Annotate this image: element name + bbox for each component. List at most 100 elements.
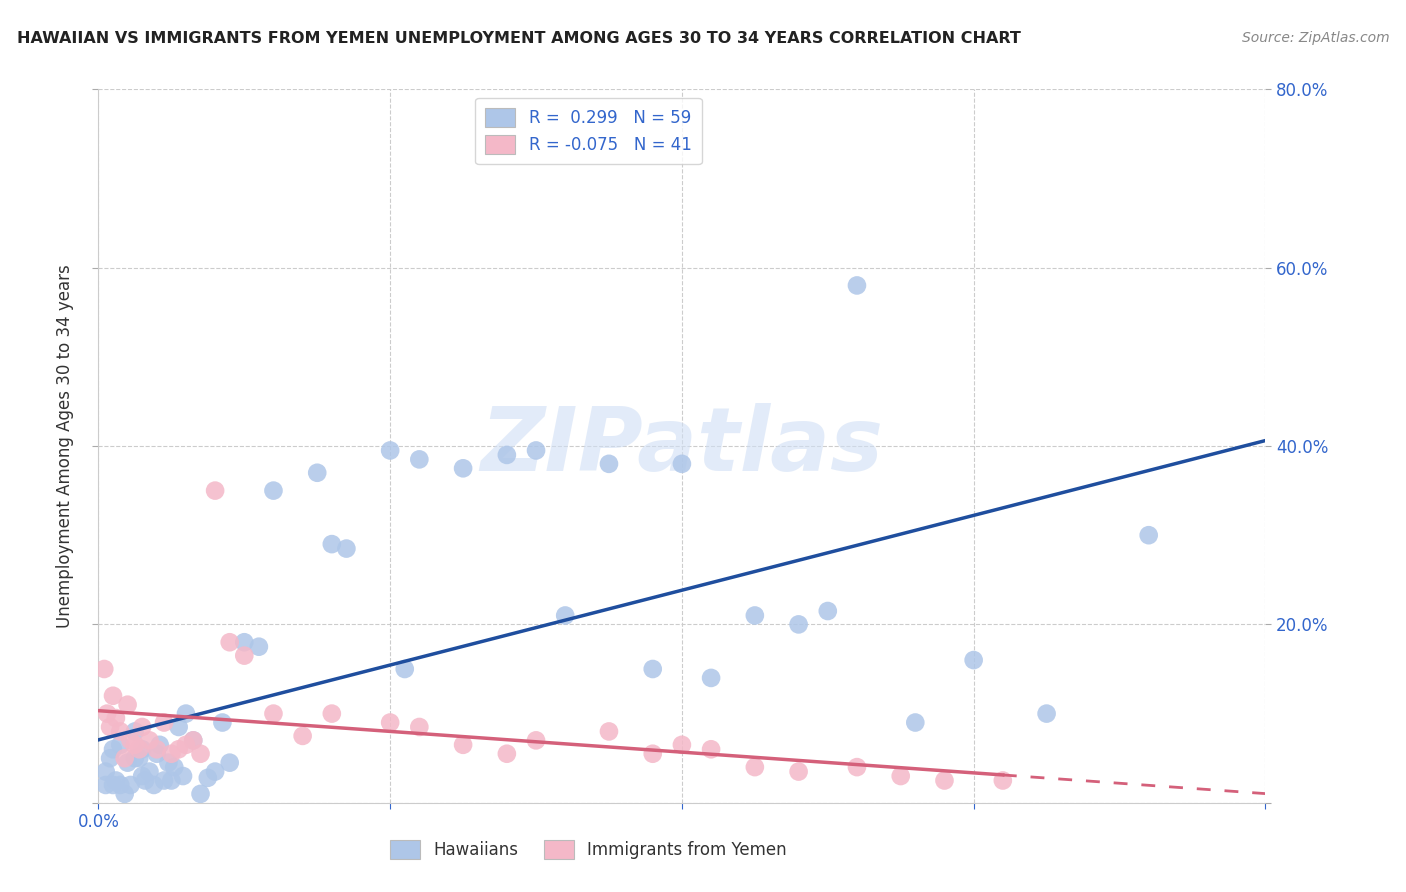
Point <box>117 756 139 770</box>
Point <box>291 729 314 743</box>
Legend: Hawaiians, Immigrants from Yemen: Hawaiians, Immigrants from Yemen <box>384 833 793 866</box>
Point <box>744 760 766 774</box>
Point <box>218 635 240 649</box>
Point <box>160 773 183 788</box>
Point <box>167 720 190 734</box>
Point <box>378 443 402 458</box>
Point <box>174 706 197 721</box>
Point <box>146 747 169 761</box>
Point <box>904 715 927 730</box>
Point <box>934 773 956 788</box>
Point <box>451 461 474 475</box>
Point <box>335 541 357 556</box>
Point <box>307 466 329 480</box>
Point <box>124 724 146 739</box>
Point <box>524 443 547 458</box>
Point <box>101 689 124 703</box>
Y-axis label: Unemployment Among Ages 30 to 34 years: Unemployment Among Ages 30 to 34 years <box>56 264 75 628</box>
Point <box>700 671 723 685</box>
Point <box>110 778 132 792</box>
Point <box>157 756 180 770</box>
Point <box>321 706 343 721</box>
Text: HAWAIIAN VS IMMIGRANTS FROM YEMEN UNEMPLOYMENT AMONG AGES 30 TO 34 YEARS CORRELA: HAWAIIAN VS IMMIGRANTS FROM YEMEN UNEMPL… <box>17 31 1021 46</box>
Point <box>1137 528 1160 542</box>
Point <box>233 648 256 663</box>
Point <box>845 278 868 293</box>
Point <box>744 608 766 623</box>
Point <box>117 698 139 712</box>
Point <box>671 738 693 752</box>
Point <box>190 787 212 801</box>
Point <box>146 742 169 756</box>
Point <box>233 635 256 649</box>
Point <box>104 773 127 788</box>
Point <box>451 738 474 752</box>
Point <box>671 457 693 471</box>
Point <box>321 537 343 551</box>
Point <box>378 715 402 730</box>
Point <box>98 720 121 734</box>
Point <box>495 747 517 761</box>
Point <box>197 771 219 785</box>
Point <box>128 751 150 765</box>
Point <box>110 738 132 752</box>
Point <box>700 742 723 756</box>
Point <box>1035 706 1057 721</box>
Point <box>172 769 194 783</box>
Point <box>124 751 146 765</box>
Point <box>962 653 984 667</box>
Point <box>110 724 132 739</box>
Point <box>138 764 160 779</box>
Point <box>167 742 190 756</box>
Point <box>114 787 136 801</box>
Point <box>408 720 430 734</box>
Point <box>142 778 165 792</box>
Point <box>120 778 142 792</box>
Point <box>131 720 153 734</box>
Point <box>160 747 183 761</box>
Point <box>131 742 153 756</box>
Point <box>598 724 620 739</box>
Point <box>94 764 117 779</box>
Text: Source: ZipAtlas.com: Source: ZipAtlas.com <box>1241 31 1389 45</box>
Text: ZIPatlas: ZIPatlas <box>481 402 883 490</box>
Point <box>96 706 118 721</box>
Point <box>174 738 197 752</box>
Point <box>101 778 124 792</box>
Point <box>153 715 176 730</box>
Point <box>641 662 664 676</box>
Point <box>94 778 117 792</box>
Point <box>890 769 912 783</box>
Point <box>93 662 115 676</box>
Point <box>817 604 839 618</box>
Point <box>134 773 156 788</box>
Point <box>204 483 226 498</box>
Point <box>408 452 430 467</box>
Point <box>247 640 270 654</box>
Point <box>190 747 212 761</box>
Point <box>114 751 136 765</box>
Point <box>131 769 153 783</box>
Point <box>204 764 226 779</box>
Point <box>211 715 233 730</box>
Point <box>787 617 810 632</box>
Point <box>153 773 176 788</box>
Point <box>524 733 547 747</box>
Point <box>495 448 517 462</box>
Point <box>101 742 124 756</box>
Point <box>181 733 204 747</box>
Point <box>149 738 172 752</box>
Point <box>163 760 186 774</box>
Point <box>845 760 868 774</box>
Point <box>641 747 664 761</box>
Point <box>128 742 150 756</box>
Point <box>262 706 284 721</box>
Point <box>104 711 127 725</box>
Point <box>124 738 146 752</box>
Point <box>598 457 620 471</box>
Point <box>262 483 284 498</box>
Point <box>120 733 142 747</box>
Point <box>554 608 576 623</box>
Point <box>98 751 121 765</box>
Point <box>138 733 160 747</box>
